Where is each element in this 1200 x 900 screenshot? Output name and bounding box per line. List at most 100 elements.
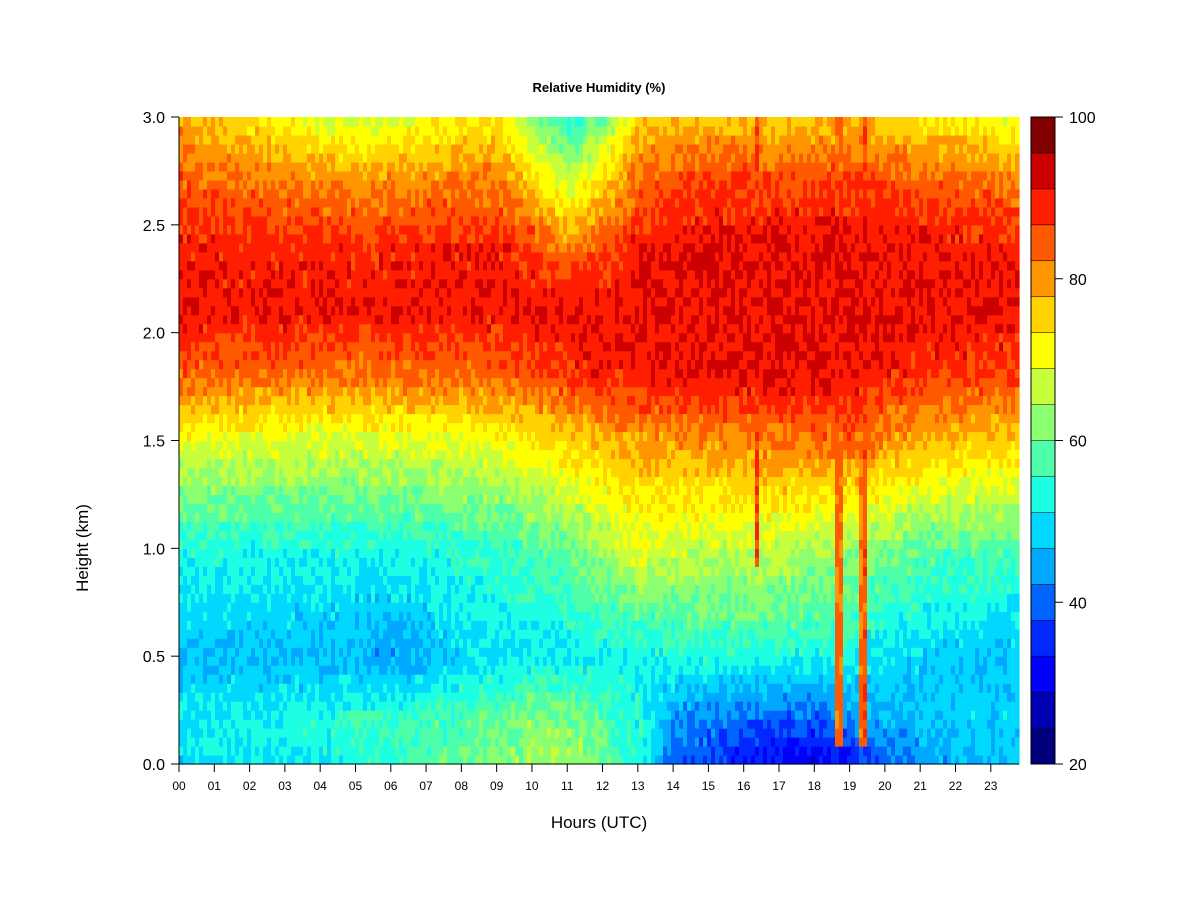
- heatmap-cell: [215, 215, 220, 226]
- heatmap-cell: [291, 188, 296, 199]
- heatmap-cell: [315, 170, 320, 181]
- heatmap-cell: [231, 323, 236, 334]
- heatmap-cell: [383, 719, 388, 729]
- heatmap-cell: [295, 305, 300, 316]
- heatmap-cell: [411, 422, 416, 433]
- heatmap-cell: [223, 620, 228, 630]
- heatmap-cell: [267, 323, 272, 334]
- heatmap-cell: [283, 296, 288, 307]
- heatmap-cell: [427, 404, 432, 415]
- heatmap-cell: [267, 224, 272, 235]
- heatmap-cell: [227, 233, 232, 244]
- heatmap-cell: [291, 386, 296, 397]
- heatmap-cell: [423, 620, 428, 630]
- heatmap-cell: [235, 710, 240, 720]
- heatmap-cell: [295, 584, 300, 594]
- heatmap-cell: [383, 368, 388, 379]
- heatmap-cell: [287, 737, 292, 747]
- heatmap-cell: [323, 260, 328, 271]
- heatmap-cell: [275, 368, 280, 379]
- heatmap-cell: [339, 647, 344, 657]
- heatmap-cell: [279, 242, 284, 253]
- heatmap-cell: [287, 575, 292, 585]
- heatmap-cell: [363, 503, 368, 513]
- heatmap-cell: [359, 728, 364, 738]
- heatmap-cell: [275, 449, 280, 460]
- heatmap-cell: [235, 629, 240, 639]
- heatmap-cell: [363, 449, 368, 460]
- heatmap-cell: [443, 557, 448, 567]
- heatmap-cell: [259, 224, 264, 235]
- heatmap-cell: [247, 170, 252, 181]
- heatmap-cell: [339, 539, 344, 549]
- heatmap-cell: [391, 629, 396, 639]
- heatmap-cell: [195, 152, 200, 163]
- heatmap-cell: [291, 197, 296, 208]
- heatmap-cell: [335, 629, 340, 639]
- heatmap-cell: [411, 647, 416, 657]
- heatmap-cell: [239, 215, 244, 226]
- heatmap-cell: [239, 179, 244, 190]
- heatmap-cell: [255, 602, 260, 612]
- heatmap-cell: [279, 548, 284, 558]
- heatmap-cell: [335, 584, 340, 594]
- heatmap-cell: [215, 359, 220, 370]
- heatmap-cell: [251, 746, 256, 756]
- heatmap-cell: [235, 314, 240, 325]
- heatmap-cell: [387, 638, 392, 648]
- heatmap-cell: [199, 674, 204, 684]
- heatmap-cell: [395, 161, 400, 172]
- heatmap-cell: [271, 224, 276, 235]
- heatmap-cell: [243, 143, 248, 154]
- heatmap-cell: [211, 323, 216, 334]
- heatmap-cell: [207, 611, 212, 621]
- heatmap-cell: [439, 512, 444, 522]
- heatmap-cell: [211, 170, 216, 181]
- heatmap-cell: [431, 593, 436, 603]
- heatmap-cell: [203, 620, 208, 630]
- heatmap-cell: [367, 341, 372, 352]
- heatmap-cell: [391, 638, 396, 648]
- heatmap-cell: [363, 485, 368, 496]
- heatmap-cell: [251, 251, 256, 262]
- heatmap-cell: [371, 305, 376, 316]
- heatmap-cell: [287, 557, 292, 567]
- heatmap-cell: [335, 701, 340, 711]
- heatmap-cell: [271, 566, 276, 576]
- heatmap-cell: [343, 566, 348, 576]
- heatmap-cell: [215, 692, 220, 702]
- heatmap-cell: [395, 512, 400, 522]
- heatmap-cell: [355, 341, 360, 352]
- heatmap-cell: [211, 224, 216, 235]
- heatmap-cell: [303, 647, 308, 657]
- heatmap-cell: [283, 152, 288, 163]
- heatmap-cell: [335, 359, 340, 370]
- heatmap-cell: [235, 215, 240, 226]
- heatmap-cell: [391, 593, 396, 603]
- heatmap-cell: [287, 206, 292, 217]
- heatmap-cell: [235, 143, 240, 154]
- heatmap-cell: [447, 746, 452, 756]
- heatmap-cell: [403, 386, 408, 397]
- heatmap-cell: [367, 404, 372, 415]
- heatmap-cell: [179, 620, 184, 630]
- heatmap-cell: [299, 449, 304, 460]
- heatmap-cell: [179, 602, 184, 612]
- heatmap-cell: [435, 368, 440, 379]
- heatmap-cell: [439, 125, 444, 136]
- heatmap-cell: [279, 233, 284, 244]
- heatmap-cell: [391, 440, 396, 451]
- heatmap-cell: [403, 656, 408, 666]
- heatmap-cell: [195, 188, 200, 199]
- heatmap-cell: [179, 539, 184, 549]
- heatmap-cell: [327, 512, 332, 522]
- heatmap-cell: [263, 233, 268, 244]
- heatmap-cell: [183, 530, 188, 540]
- heatmap-cell: [291, 692, 296, 702]
- heatmap-cell: [447, 278, 452, 289]
- heatmap-cell: [223, 638, 228, 648]
- heatmap-cell: [231, 530, 236, 540]
- heatmap-cell: [411, 440, 416, 451]
- heatmap-cell: [375, 449, 380, 460]
- heatmap-cell: [395, 368, 400, 379]
